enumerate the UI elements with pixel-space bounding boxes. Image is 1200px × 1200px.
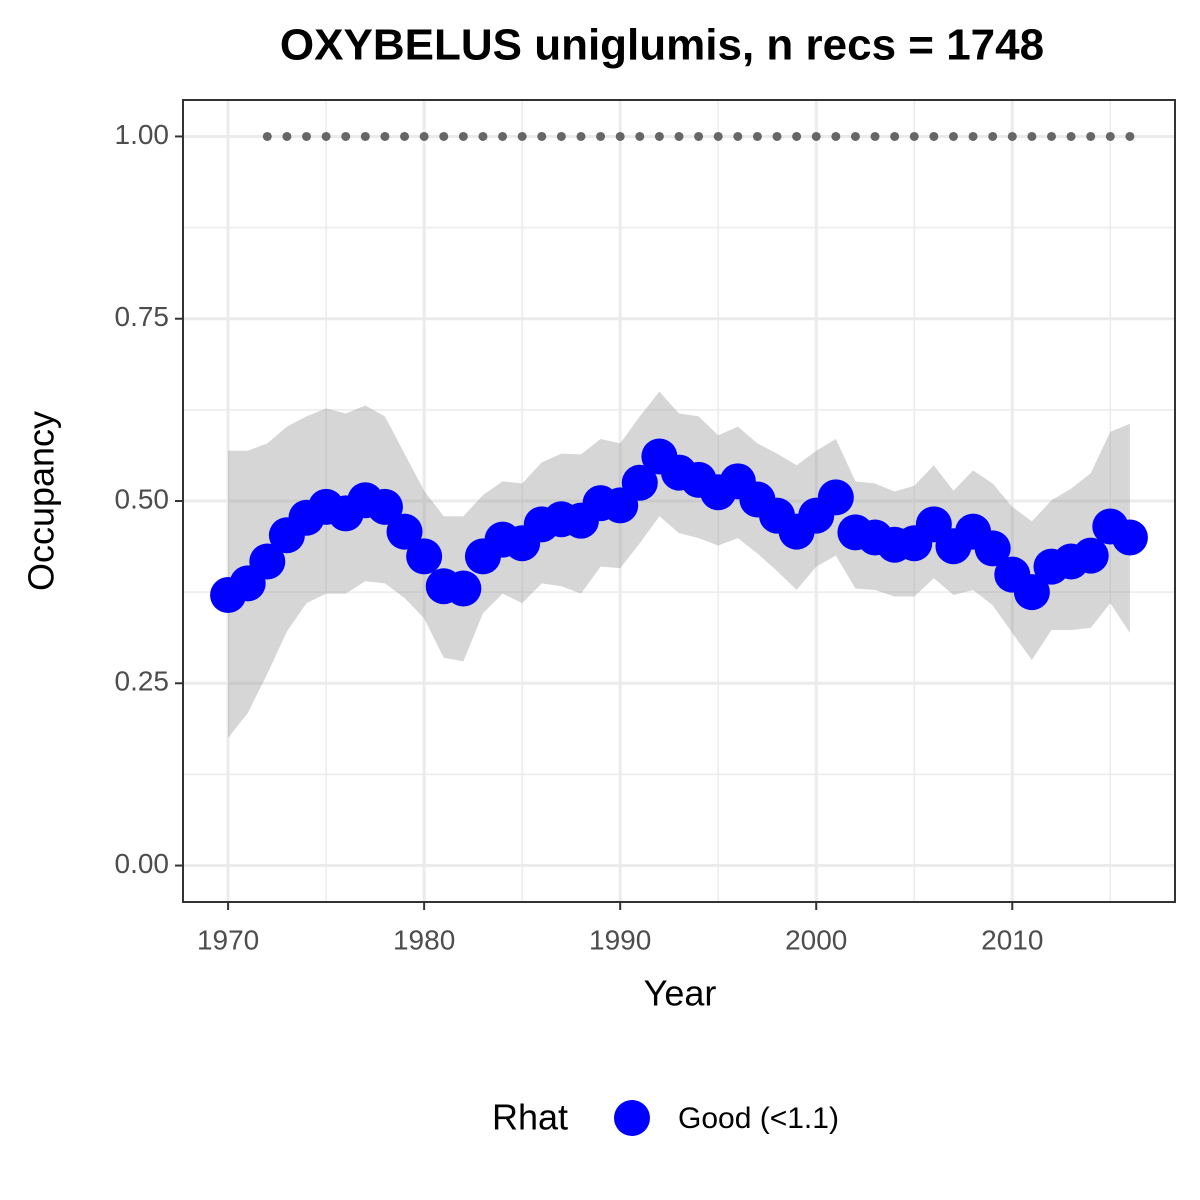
reference-point bbox=[419, 131, 429, 141]
reference-point bbox=[831, 131, 841, 141]
reference-point bbox=[439, 131, 449, 141]
point bbox=[445, 570, 482, 607]
reference-point bbox=[1007, 131, 1017, 141]
reference-point bbox=[341, 131, 351, 141]
reference-point bbox=[733, 131, 743, 141]
point bbox=[1111, 519, 1148, 556]
reference-point bbox=[792, 131, 802, 141]
point bbox=[621, 464, 658, 501]
chart-title: OXYBELUS uniglumis, n recs = 1748 bbox=[280, 21, 1044, 70]
reference-point bbox=[948, 131, 958, 141]
x-tick-label: 2010 bbox=[981, 924, 1043, 955]
reference-point bbox=[1046, 131, 1056, 141]
panel-border bbox=[182, 99, 1176, 903]
x-axis-label: Year bbox=[644, 973, 717, 1014]
point bbox=[386, 513, 423, 550]
reference-point bbox=[850, 131, 860, 141]
point bbox=[406, 538, 443, 575]
reference-point bbox=[811, 131, 821, 141]
reference-point bbox=[674, 131, 684, 141]
point bbox=[974, 530, 1011, 567]
reference-point bbox=[400, 131, 410, 141]
reference-point bbox=[360, 131, 370, 141]
reference-point bbox=[537, 131, 547, 141]
x-tick-label: 1980 bbox=[393, 924, 455, 955]
reference-point bbox=[1125, 131, 1135, 141]
reference-point bbox=[282, 131, 292, 141]
y-tick-label: 0.25 bbox=[115, 666, 170, 697]
y-tick-label: 0.50 bbox=[115, 483, 170, 514]
reference-point bbox=[517, 131, 527, 141]
confidence-band bbox=[228, 391, 1130, 738]
reference-point bbox=[870, 131, 880, 141]
reference-point bbox=[321, 131, 331, 141]
reference-point bbox=[615, 131, 625, 141]
reference-point bbox=[478, 131, 488, 141]
reference-point bbox=[772, 131, 782, 141]
reference-point bbox=[929, 131, 939, 141]
reference-point bbox=[380, 131, 390, 141]
point bbox=[817, 479, 854, 516]
legend-marker bbox=[614, 1100, 650, 1136]
reference-point bbox=[694, 131, 704, 141]
point bbox=[366, 488, 403, 525]
reference-point bbox=[1027, 131, 1037, 141]
reference-point bbox=[654, 131, 664, 141]
y-axis-label: Occupancy bbox=[21, 411, 62, 591]
reference-point bbox=[302, 131, 312, 141]
reference-point bbox=[988, 131, 998, 141]
reference-point bbox=[576, 131, 586, 141]
reference-point bbox=[498, 131, 508, 141]
reference-point bbox=[713, 131, 723, 141]
reference-point bbox=[1066, 131, 1076, 141]
legend-title: Rhat bbox=[492, 1097, 568, 1138]
legend-label: Good (<1.1) bbox=[678, 1102, 839, 1135]
reference-point bbox=[968, 131, 978, 141]
reference-point bbox=[635, 131, 645, 141]
point bbox=[1013, 574, 1050, 611]
point bbox=[249, 543, 286, 580]
reference-point bbox=[596, 131, 606, 141]
reference-point bbox=[1086, 131, 1096, 141]
x-tick-label: 2000 bbox=[785, 924, 847, 955]
reference-point bbox=[556, 131, 566, 141]
y-tick-label: 0.75 bbox=[115, 301, 170, 332]
reference-point bbox=[890, 131, 900, 141]
reference-point bbox=[1105, 131, 1115, 141]
point bbox=[1072, 537, 1109, 574]
reference-point bbox=[458, 131, 468, 141]
x-tick-label: 1990 bbox=[589, 924, 651, 955]
y-tick-label: 1.00 bbox=[115, 119, 170, 150]
reference-point bbox=[262, 131, 272, 141]
x-tick-label: 1970 bbox=[197, 924, 259, 955]
y-tick-label: 0.00 bbox=[115, 848, 170, 879]
reference-point bbox=[909, 131, 919, 141]
reference-point bbox=[752, 131, 762, 141]
